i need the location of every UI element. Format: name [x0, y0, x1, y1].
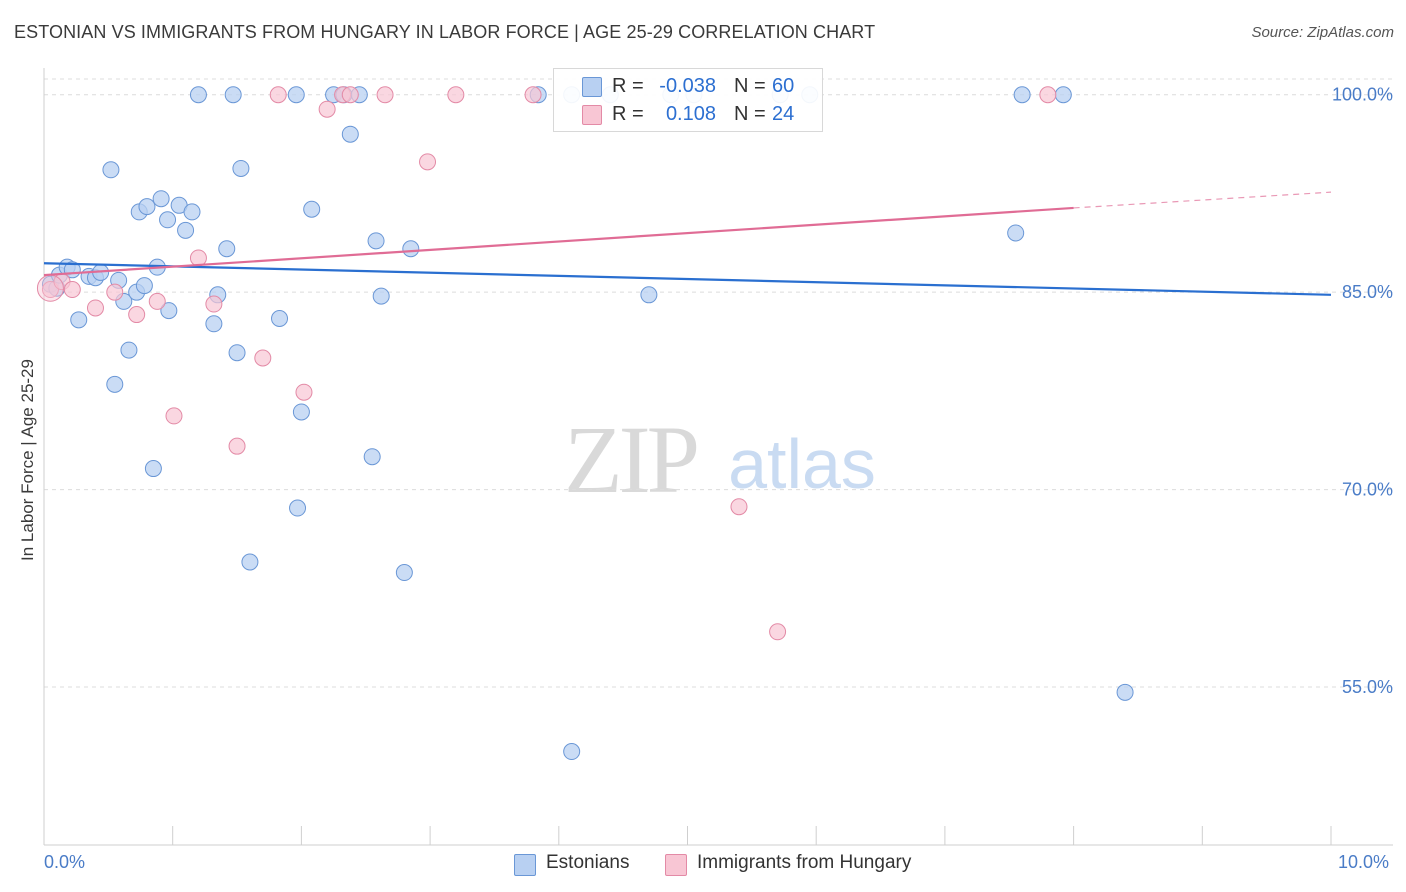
trend-lines: [43, 191, 1332, 296]
estonians-point: [241, 553, 259, 571]
zipatlas-watermark: ZIP atlas: [564, 406, 876, 513]
source-credit: Source: ZipAtlas.com: [1251, 24, 1394, 41]
y-tick-label: 100.0%: [1332, 85, 1393, 105]
estonians-point: [152, 190, 170, 208]
estonians-point: [138, 198, 156, 216]
estonians-point: [363, 448, 381, 466]
hungary-point: [205, 295, 223, 313]
estonians-point: [135, 277, 153, 295]
y-tick-labels: 100.0% 85.0% 70.0% 55.0%: [1332, 85, 1393, 697]
hungary-point: [447, 86, 465, 104]
estonians-point: [189, 86, 207, 104]
estonians-point: [160, 302, 178, 320]
hungary-point: [1039, 86, 1057, 104]
estonians-point: [232, 159, 250, 177]
series-swatch-estonians: [514, 854, 536, 876]
legend-swatch-hungary: [582, 105, 602, 125]
estonians-point: [224, 86, 242, 104]
hungary-point: [41, 281, 59, 299]
estonians-point: [395, 564, 413, 582]
watermark-atlas: atlas: [728, 425, 876, 503]
hungary-point: [730, 498, 748, 516]
axes: [43, 68, 1393, 846]
hungary-point: [524, 86, 542, 104]
estonians-point: [271, 310, 289, 328]
estonians-point: [303, 200, 321, 218]
hungary-point: [165, 407, 183, 425]
estonians-point: [177, 221, 195, 239]
hungary-trend-line: [43, 206, 1074, 277]
hungary-cluster-point: [36, 274, 64, 302]
legend-n-label: N =: [734, 103, 766, 125]
estonians-trend-line: [43, 262, 1332, 296]
hungary-points: [36, 86, 1057, 641]
estonians-point: [563, 743, 581, 761]
hungary-point: [254, 349, 272, 367]
hungary-point: [128, 306, 146, 324]
hungary-point: [376, 86, 394, 104]
estonians-point: [1116, 683, 1134, 701]
estonians-point: [289, 499, 307, 517]
legend-r-value: -0.038: [659, 75, 716, 97]
estonians-point: [402, 240, 420, 258]
series-swatch-hungary: [665, 854, 687, 876]
estonians-point: [367, 232, 385, 250]
estonians-point: [70, 311, 88, 329]
estonians-point: [159, 211, 177, 229]
legend-row-estonians: R = -0.038 N = 60: [554, 73, 822, 101]
x-tick-label-max: 10.0%: [1338, 852, 1390, 872]
legend-r-value: 0.108: [665, 103, 716, 125]
estonians-point: [1013, 86, 1031, 104]
y-tick-label: 85.0%: [1342, 282, 1393, 302]
hungary-point: [63, 281, 81, 299]
hungary-point: [228, 437, 246, 455]
estonians-point: [205, 315, 223, 333]
hungary-point: [148, 292, 166, 310]
hungary-point: [419, 153, 437, 171]
x-tick-label-min: 0.0%: [44, 852, 86, 872]
legend-n-value: 60: [772, 75, 795, 97]
estonians-point: [640, 286, 658, 304]
hungary-point: [86, 299, 104, 317]
chart-title: ESTONIAN VS IMMIGRANTS FROM HUNGARY IN L…: [14, 22, 876, 42]
legend-r-label: R =: [612, 75, 644, 97]
hungary-trend-extension: [1073, 191, 1332, 209]
series-label-hungary: Immigrants from Hungary: [697, 852, 912, 873]
estonians-point: [287, 86, 305, 104]
legend-n-label: N =: [734, 75, 766, 97]
legend-n-value: 24: [772, 103, 795, 125]
estonians-point: [218, 240, 236, 258]
estonians-point: [106, 375, 124, 393]
correlation-legend: R = -0.038 N = 60 R = 0.108 N = 24: [553, 68, 823, 132]
hungary-point: [341, 86, 359, 104]
series-legend: Estonians Immigrants from Hungary: [0, 852, 1406, 878]
hungary-point: [269, 86, 287, 104]
estonians-point: [341, 125, 359, 143]
estonians-point: [1054, 86, 1072, 104]
y-tick-label: 70.0%: [1342, 480, 1393, 500]
y-tick-label: 55.0%: [1342, 677, 1393, 697]
legend-swatch-estonians: [582, 77, 602, 97]
estonians-point: [120, 341, 138, 359]
estonians-point: [292, 403, 310, 421]
estonians-point: [228, 344, 246, 362]
estonians-point: [183, 203, 201, 221]
legend-row-hungary: R = 0.108 N = 24: [554, 101, 822, 129]
estonians-point: [372, 287, 390, 305]
legend-r-label: R =: [612, 103, 644, 125]
watermark-zip: ZIP: [564, 406, 697, 513]
hungary-point: [769, 623, 787, 641]
estonians-point: [144, 460, 162, 478]
estonians-point: [1007, 224, 1025, 242]
hungary-point: [295, 383, 313, 401]
hungary-point: [318, 100, 336, 118]
series-label-estonians: Estonians: [546, 852, 630, 873]
estonians-point: [102, 161, 120, 179]
hungary-point: [106, 283, 124, 301]
